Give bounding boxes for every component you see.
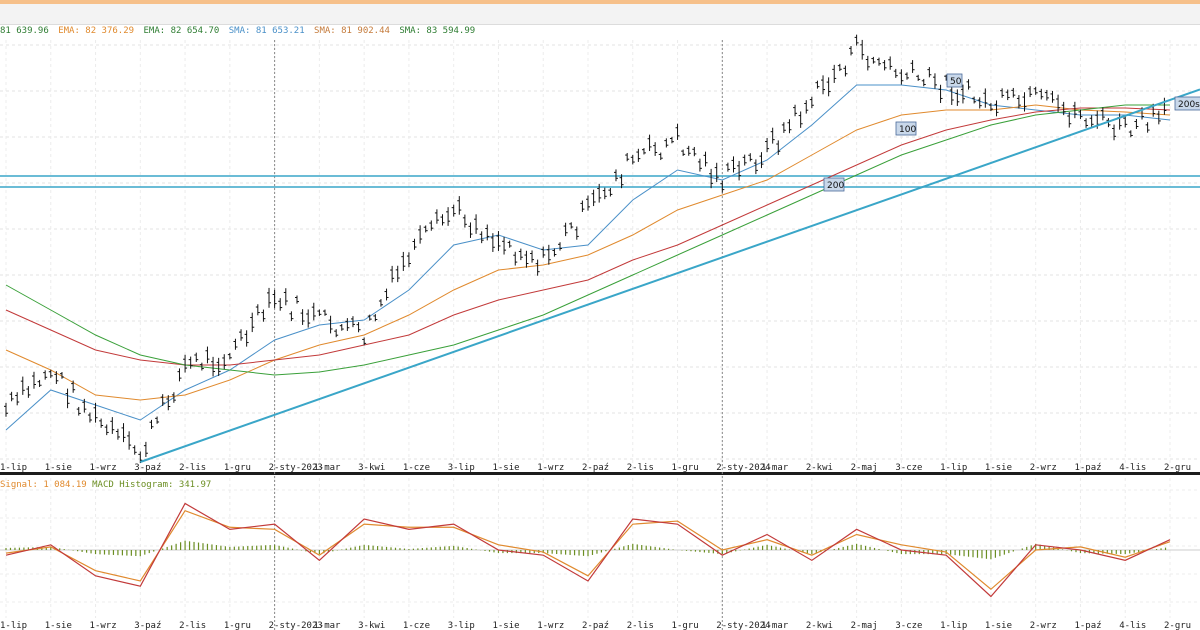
moving-average-line [5, 107, 1171, 366]
x-tick-label: 3-lip [448, 621, 475, 630]
x-tick-label: 1-paź [1074, 621, 1101, 630]
marker-200sa: 200sa [1178, 100, 1200, 110]
x-tick-label: 2-kwi [806, 621, 833, 630]
legend-item: SMA: 81 653.21 [228, 26, 305, 36]
marker-200-box [823, 177, 845, 192]
x-tick-label: 1-sie [45, 621, 72, 630]
x-tick-label: 1-gru [672, 621, 699, 630]
x-tick-label: 2-paź [582, 621, 609, 630]
x-tick-label: 2-sty-2024 [716, 621, 770, 630]
x-tick-label: 1-sie [985, 621, 1012, 630]
x-tick-label: 2-sty-2023 [269, 621, 323, 630]
marker-50-box [946, 73, 963, 88]
x-tick-label: 3-cze [895, 621, 922, 630]
x-tick-label: 1-gru [224, 463, 251, 473]
x-tick-label: 1-mar [313, 463, 341, 473]
x-tick-label: 3-lip [448, 463, 475, 473]
x-tick-label: 2-maj [851, 621, 878, 630]
x-tick-label: 1-lip [940, 621, 967, 630]
x-tick-label: 1-wrz [537, 463, 564, 473]
marker-100-box [895, 121, 917, 136]
moving-average-line [5, 104, 1171, 401]
x-tick-label: 1-wrz [90, 463, 117, 473]
pane-separator[interactable] [0, 472, 1200, 475]
x-tick-label: 1-sie [45, 463, 72, 473]
x-tick-label: 2-wrz [1030, 463, 1057, 473]
x-tick-label: 1-sie [492, 621, 519, 630]
x-tick-label: 2-lis [627, 621, 654, 630]
x-tick-label: 1-wrz [90, 621, 117, 630]
marker-200sa-box [1174, 96, 1200, 111]
legend-item: SMA: 81 902.44 [314, 26, 390, 36]
x-tick-label: 2-maj [851, 463, 878, 473]
x-tick-label: 3-kwi [358, 621, 385, 630]
macd-hist-label: MACD Histogram: 341.97 [92, 480, 212, 490]
marker-50: 50 [950, 77, 962, 87]
x-tick-label: 1-gru [224, 621, 251, 630]
x-tick-label: 2-sty-2024 [716, 463, 770, 473]
x-tick-label: 1-sie [492, 463, 519, 473]
moving-average-line [5, 104, 1170, 376]
x-tick-label: 1-mar [761, 463, 789, 473]
moving-average-line [5, 84, 1171, 431]
x-tick-label: 2-wrz [1030, 621, 1057, 630]
x-tick-label: 3-kwi [358, 463, 385, 473]
indicator-legend: 81 639.96 EMA: 82 376.29 EMA: 82 654.70 … [0, 26, 479, 36]
x-tick-label: 2-kwi [806, 463, 833, 473]
macd-line [5, 502, 1171, 598]
x-tick-label: 1-mar [313, 621, 341, 630]
x-tick-label: 4-lis [1119, 463, 1146, 473]
x-tick-label: 1-mar [761, 621, 789, 630]
macd-legend: Signal: 1 084.19 MACD Histogram: 341.97 [0, 480, 211, 490]
marker-200: 200 [827, 181, 844, 191]
trend-line [139, 88, 1200, 463]
x-tick-label: 3-cze [895, 463, 922, 473]
x-tick-label: 3-paź [134, 621, 161, 630]
x-tick-label: 2-gru [1164, 463, 1191, 473]
x-tick-label: 1-lip [940, 463, 967, 473]
signal-line [5, 510, 1171, 591]
macd-signal-label: Signal: 1 084.19 [0, 480, 87, 490]
x-tick-label: 1-paź [1074, 463, 1101, 473]
x-tick-label: 1-cze [403, 621, 430, 630]
x-tick-label: 1-cze [403, 463, 430, 473]
x-tick-label: 2-paź [582, 463, 609, 473]
marker-100: 100 [899, 125, 916, 135]
legend-item: 81 639.96 [0, 26, 49, 36]
x-tick-label: 1-gru [672, 463, 699, 473]
legend-item: EMA: 82 376.29 [58, 26, 135, 36]
toolbar-strip [0, 4, 1200, 25]
x-tick-label: 2-lis [179, 621, 206, 630]
x-tick-label: 1-lip [0, 621, 27, 630]
window-top-bar [0, 0, 1200, 4]
x-tick-label: 2-lis [627, 463, 654, 473]
x-tick-label: 1-wrz [537, 621, 564, 630]
x-tick-label: 3-paź [134, 463, 161, 473]
x-tick-label: 2-sty-2023 [269, 463, 323, 473]
x-tick-label: 1-sie [985, 463, 1012, 473]
legend-item: SMA: 83 594.99 [399, 26, 476, 36]
x-tick-label: 1-lip [0, 463, 27, 473]
x-tick-label: 2-lis [179, 463, 206, 473]
x-tick-label: 4-lis [1119, 621, 1146, 630]
x-tick-label: 2-gru [1164, 621, 1191, 630]
legend-item: EMA: 82 654.70 [143, 26, 220, 36]
